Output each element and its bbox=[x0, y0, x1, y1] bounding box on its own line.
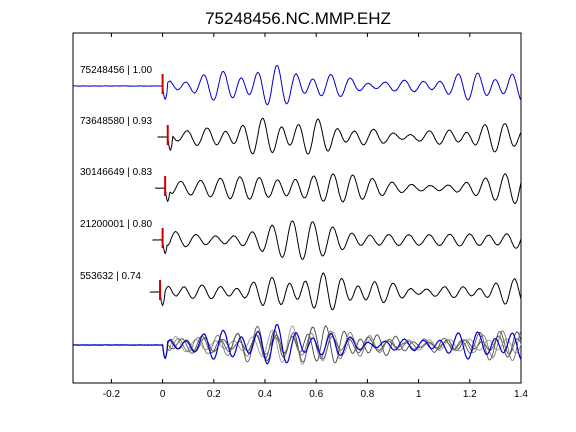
trace-group: 75248456 | 1.00 73648580 | 0.93 30146649 |… bbox=[72, 65, 522, 311]
trace-line bbox=[154, 173, 522, 205]
x-tick-label: 0.2 bbox=[207, 389, 221, 400]
x-tick-label: 1.2 bbox=[463, 389, 477, 400]
stacked-traces bbox=[72, 324, 522, 365]
trace-line bbox=[149, 272, 522, 311]
x-tick-label: 1 bbox=[416, 389, 422, 400]
stacked-trace-line bbox=[72, 324, 522, 365]
trace-label: 73648580 | 0.93 bbox=[80, 116, 153, 127]
chart-title: 75248456.NC.MMP.EHZ bbox=[205, 9, 391, 28]
trace-label: 30146649 | 0.83 bbox=[80, 167, 153, 178]
trace-line bbox=[157, 117, 522, 155]
plot-frame bbox=[72, 32, 522, 384]
trace-label: 553632 | 0.74 bbox=[80, 271, 141, 282]
trace-label: 21200001 | 0.80 bbox=[80, 219, 153, 230]
x-tick-label: 0 bbox=[160, 389, 166, 400]
trace-line bbox=[72, 65, 522, 106]
x-tick-label: 1.4 bbox=[514, 389, 528, 400]
x-axis: -0.2 0 0.2 0.4 0.6 0.8 1 1.2 1.4 bbox=[103, 33, 528, 400]
x-tick-label: 0.4 bbox=[258, 389, 272, 400]
trace-label: 75248456 | 1.00 bbox=[80, 65, 153, 76]
x-tick-label: 0.6 bbox=[309, 389, 323, 400]
x-tick-label: -0.2 bbox=[103, 389, 121, 400]
x-tick-label: 0.8 bbox=[360, 389, 374, 400]
trace-line bbox=[152, 220, 522, 260]
